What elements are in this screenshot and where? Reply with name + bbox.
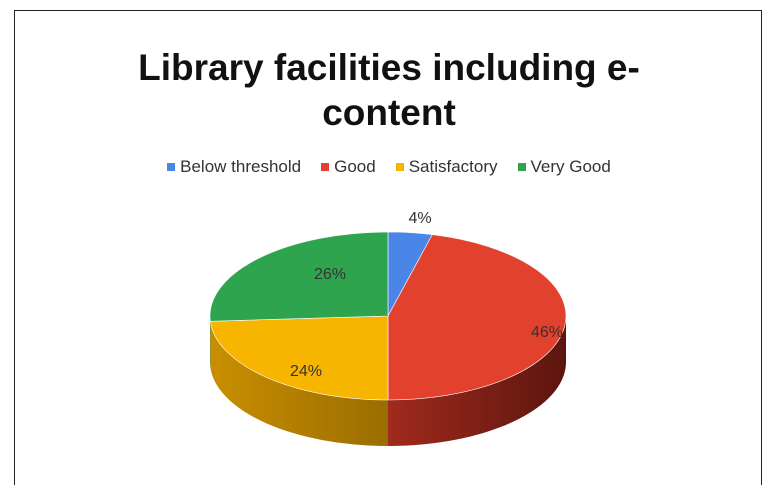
legend-label-very-good: Very Good <box>530 157 611 176</box>
pie-side-good <box>388 316 566 446</box>
data-label-satisfactory: 24% <box>290 363 322 380</box>
chart-title: Library facilities including e- content <box>15 45 763 135</box>
chart-legend: Below threshold Good Satisfactory Very G… <box>15 157 763 177</box>
chart-frame: Library facilities including e- content … <box>14 10 762 485</box>
legend-label-good: Good <box>334 157 376 176</box>
legend-item-below-threshold: Below threshold <box>167 157 301 177</box>
data-label-good: 46% <box>531 324 563 341</box>
data-label-below-threshold: 4% <box>408 210 431 227</box>
legend-item-very-good: Very Good <box>517 157 611 177</box>
pie-slice-very-good <box>209 231 389 322</box>
legend-label-satisfactory: Satisfactory <box>408 157 498 176</box>
pie-slice-good <box>387 234 567 401</box>
chart-title-line-2: content <box>322 92 456 133</box>
legend-swatch-below-threshold <box>167 163 176 171</box>
legend-item-good: Good <box>321 157 376 177</box>
legend-label-below-threshold: Below threshold <box>180 157 302 176</box>
data-label-very-good: 26% <box>314 266 346 283</box>
chart-title-line-1: Library facilities including e- <box>138 47 640 88</box>
legend-swatch-very-good <box>517 163 526 171</box>
pie-side-satisfactory <box>210 321 388 446</box>
pie-slice-satisfactory <box>210 315 389 401</box>
pie-chart: 4% 46% 24% 26% <box>209 210 567 446</box>
legend-swatch-good <box>321 163 330 171</box>
pie-group: 4% 46% 24% 26% <box>209 210 567 446</box>
legend-swatch-satisfactory <box>395 163 404 171</box>
legend-item-satisfactory: Satisfactory <box>395 157 498 177</box>
